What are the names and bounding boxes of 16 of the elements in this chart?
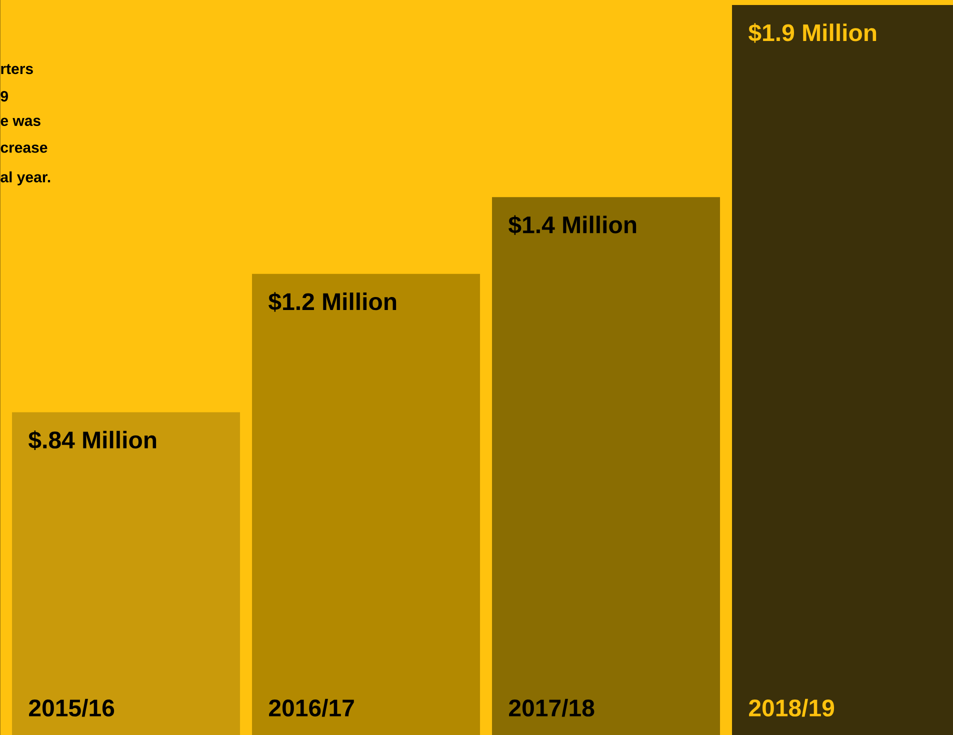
x-tick-label: 2015/16 <box>29 698 114 717</box>
data-label: $.84 Million <box>28 430 156 450</box>
data-label: $1.9 Million <box>748 23 876 43</box>
annotation: rters <box>1 64 33 74</box>
annotation: 9 <box>0 90 8 102</box>
x-tick-label: 2017/18 <box>509 698 594 717</box>
data-label: $1.4 Million <box>508 215 636 235</box>
bar <box>492 197 720 735</box>
annotation: crease <box>0 144 48 153</box>
data-label: $1.2 Million <box>268 292 396 312</box>
bar <box>12 412 240 735</box>
annotation: al year. <box>0 171 50 186</box>
annotation: e was <box>0 118 40 126</box>
bar <box>252 274 480 735</box>
x-tick-label: 2018/19 <box>749 698 834 717</box>
x-tick-label: 2016/17 <box>269 698 354 717</box>
